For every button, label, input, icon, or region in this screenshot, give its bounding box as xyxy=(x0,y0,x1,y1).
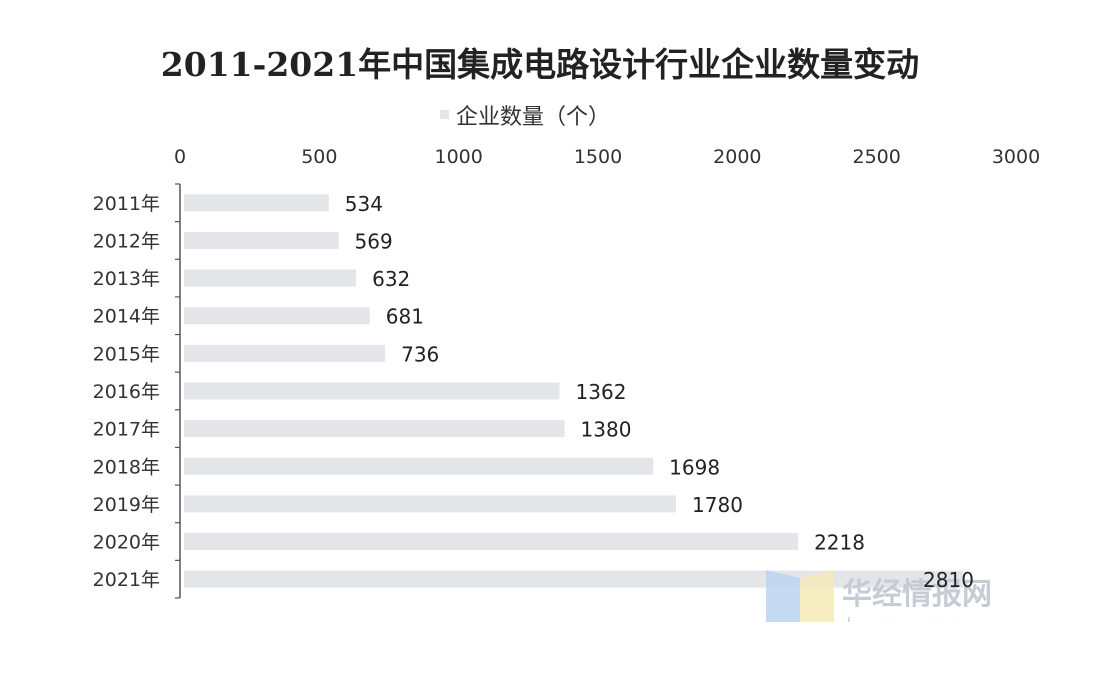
category-label: 2020年 xyxy=(93,532,160,554)
x-tick-label: 0 xyxy=(174,146,186,168)
legend-swatch xyxy=(440,110,449,119)
legend: 企业数量（个） xyxy=(440,105,610,130)
bars xyxy=(184,194,964,588)
data-label: 569 xyxy=(355,229,393,253)
x-tick-label: 500 xyxy=(301,146,337,168)
category-label: 2011年 xyxy=(93,193,160,215)
x-tick-label: 3000 xyxy=(992,146,1040,168)
data-label: 1780 xyxy=(692,493,743,517)
bar xyxy=(184,269,357,287)
y-axis: 2011年 2012年 2013年 2014年 2015年 2016年 2017年 2018年… xyxy=(93,183,181,599)
category-label: 2012年 xyxy=(93,230,160,252)
x-tick-label: 1000 xyxy=(434,146,482,168)
watermark-logo-yellow xyxy=(800,570,834,622)
x-tick-label: 2500 xyxy=(852,146,900,168)
category-label: 2018年 xyxy=(93,456,160,478)
bar xyxy=(184,382,560,400)
category-label: 2017年 xyxy=(93,419,160,441)
data-label: 632 xyxy=(372,267,410,291)
bar xyxy=(184,420,565,438)
bar xyxy=(184,495,677,513)
data-label: 1380 xyxy=(581,418,632,442)
category-label: 2013年 xyxy=(93,268,160,290)
watermark: 华经情报网huaon.com xyxy=(0,570,1094,677)
data-label: 2810 xyxy=(923,568,974,592)
bar xyxy=(184,194,329,212)
category-label: 2014年 xyxy=(93,306,160,328)
chart-title: 2011-2021年中国集成电路设计行业企业数量变动 xyxy=(160,45,920,84)
bar xyxy=(184,457,654,475)
watermark-text: 华经情报网 xyxy=(842,577,992,612)
bar xyxy=(184,231,339,249)
data-label: 1698 xyxy=(669,455,720,479)
category-label: 2019年 xyxy=(93,494,160,516)
bar xyxy=(184,307,370,325)
bar xyxy=(184,344,386,362)
x-axis-ticks: 0 500 1000 1500 2000 2500 3000 xyxy=(174,146,1040,168)
watermark-logo-blue xyxy=(766,570,800,622)
data-label: 736 xyxy=(401,342,439,366)
data-label: 2218 xyxy=(814,531,865,555)
category-label: 2015年 xyxy=(93,343,160,365)
bottom-mask xyxy=(0,622,1094,677)
data-label: 534 xyxy=(345,192,383,216)
legend-label: 企业数量（个） xyxy=(456,105,610,130)
data-label: 1362 xyxy=(576,380,627,404)
x-tick-label: 1500 xyxy=(574,146,622,168)
category-label: 2021年 xyxy=(93,569,160,591)
data-label: 681 xyxy=(386,305,424,329)
x-tick-label: 2000 xyxy=(713,146,761,168)
bar xyxy=(184,533,799,551)
category-label: 2016年 xyxy=(93,381,160,403)
